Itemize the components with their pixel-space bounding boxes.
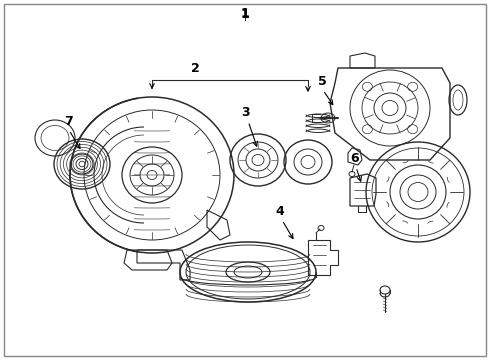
Text: 3: 3 — [241, 105, 257, 146]
Text: 2: 2 — [191, 62, 199, 75]
Text: 6: 6 — [351, 152, 359, 165]
Text: 1: 1 — [241, 7, 249, 20]
Text: 5: 5 — [318, 75, 326, 88]
Text: 1: 1 — [241, 8, 249, 21]
Text: 4: 4 — [275, 205, 284, 218]
Text: 7: 7 — [64, 115, 73, 128]
